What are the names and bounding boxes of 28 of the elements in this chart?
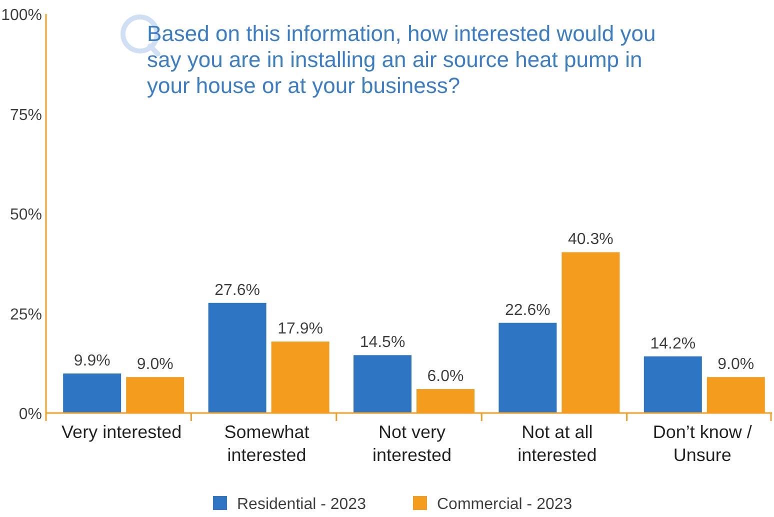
bar (498, 322, 557, 413)
bar (63, 374, 122, 413)
data-label: 22.6% (505, 302, 550, 319)
x-tick-label: Don’t know / Unsure (652, 422, 752, 465)
legend-label: Commercial - 2023 (437, 496, 572, 513)
x-tick-label: Not at all interested (518, 422, 597, 465)
data-label: 9.9% (74, 352, 110, 370)
y-tick-label: 75% (10, 106, 42, 124)
x-tick-label: Very interested (62, 422, 182, 442)
x-tick-label: Not very interested (372, 422, 452, 465)
x-tick-label: Somewhat interested (224, 422, 310, 465)
data-label: 9.0% (718, 356, 754, 374)
y-tick-label: 0% (18, 406, 42, 423)
data-label: 17.9% (278, 320, 323, 338)
bar (208, 302, 266, 413)
data-label: 9.0% (136, 356, 174, 374)
data-label: 14.2% (650, 335, 696, 352)
y-tick-label: 25% (10, 306, 42, 324)
legend-label: Residential - 2023 (237, 496, 366, 513)
bar (354, 355, 412, 413)
text: Based on this information, how interested would you say you are in installing an air source heat pump in your house or at your business? (147, 21, 656, 98)
y-tick-label: 100% (1, 7, 42, 24)
bar (644, 356, 702, 413)
data-label: 27.6% (214, 282, 260, 299)
data-label: 6.0% (427, 368, 464, 386)
data-label: 40.3% (568, 231, 614, 248)
y-tick-label: 50% (10, 206, 42, 224)
data-label: 14.5% (360, 334, 406, 352)
